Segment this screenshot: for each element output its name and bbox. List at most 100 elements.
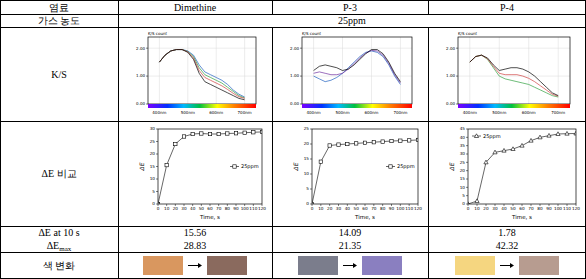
de10-value: 15.56 <box>184 227 207 238</box>
swatch-after <box>519 256 559 275</box>
tick-label: 0 <box>467 206 470 211</box>
tick-label: 0.00 <box>446 101 455 106</box>
series-line <box>159 50 244 100</box>
tick-label: 80 <box>225 206 231 211</box>
gas-value: 25ppm <box>338 15 366 26</box>
row-line <box>0 27 586 28</box>
header-cell: Dimethine <box>174 2 217 13</box>
row-label: ΔE 비교 <box>41 168 76 179</box>
marker <box>319 160 322 163</box>
marker <box>547 133 551 137</box>
swatch-after <box>362 256 402 275</box>
tick-label: 10 <box>460 185 466 190</box>
chart: 0.001.002.00400nm500nm600nm700nmK/S coun… <box>446 31 570 115</box>
grid-line <box>187 37 188 104</box>
marker <box>520 143 524 147</box>
marker <box>556 132 560 136</box>
axis-title: Time, s <box>511 214 532 220</box>
data-group <box>468 131 576 204</box>
axis-title: Time, s <box>199 214 220 220</box>
header-cell: P-3 <box>343 2 357 13</box>
data-group <box>312 138 418 204</box>
plot-frame <box>468 129 576 204</box>
tick-label: 50 <box>510 206 516 211</box>
tick-label: 25 <box>150 139 156 144</box>
marker <box>565 131 569 135</box>
marker <box>217 132 220 135</box>
tick-label: 500nm <box>181 110 195 115</box>
label-sub: max <box>59 245 72 253</box>
tick-label: 1.00 <box>290 73 299 78</box>
series-line <box>470 55 558 97</box>
row-label: 가스 농도 <box>38 15 81 26</box>
axis-title: K/S count <box>458 31 477 36</box>
col-line <box>585 0 586 279</box>
marker <box>174 142 177 145</box>
data-group <box>159 50 244 100</box>
grid-line <box>400 37 401 104</box>
row-line <box>0 14 586 15</box>
data-group <box>158 130 262 204</box>
marker <box>372 141 375 144</box>
tick-label: 30 <box>336 206 342 211</box>
tick-label: 60 <box>362 206 368 211</box>
tick-label: 10 <box>150 176 156 181</box>
tick-label: 400nm <box>307 110 321 115</box>
spectrum-band <box>148 104 256 108</box>
row-label: K/S <box>51 69 67 80</box>
tick-label: 60 <box>519 206 525 211</box>
tick-label: 700nm <box>393 110 407 115</box>
grid-line <box>558 37 559 104</box>
demax-value: 42.32 <box>496 240 519 251</box>
tick-label: 60 <box>207 206 213 211</box>
tick-label: 0.00 <box>136 101 145 106</box>
axis-title: ΔE <box>448 162 455 171</box>
marker <box>243 131 246 134</box>
tick-label: 10 <box>304 171 310 176</box>
chart: 0510152025300102030405060708090100110120… <box>138 126 266 220</box>
tick-label: 600nm <box>522 110 536 115</box>
legend-label: 25ppm <box>241 163 259 170</box>
arrow-head <box>198 263 202 268</box>
chart: 0.001.002.00400nm500nm600nm700nmK/S coun… <box>136 31 256 115</box>
tick-label: 20 <box>483 206 489 211</box>
axis-title: K/S count <box>302 31 321 36</box>
legend-marker <box>474 134 478 138</box>
tick-label: 600nm <box>364 110 378 115</box>
plot-bg <box>458 37 570 104</box>
col-line <box>118 0 119 279</box>
series-line <box>470 55 558 96</box>
axis-title: Time, s <box>354 214 375 220</box>
tick-label: 20 <box>150 151 156 156</box>
plot-frame <box>312 129 418 204</box>
tick-label: 80 <box>537 206 543 211</box>
marker <box>493 150 497 154</box>
marker <box>484 160 488 164</box>
plot-bg <box>312 129 418 204</box>
legend: 25ppm <box>386 163 415 170</box>
plot-bg <box>468 129 576 204</box>
tick-label: 20 <box>173 206 179 211</box>
tick-label: 5 <box>306 186 309 191</box>
series-line <box>314 51 401 85</box>
row-label: 색 변화 <box>43 260 76 271</box>
marker <box>182 135 185 138</box>
series-line <box>159 50 244 99</box>
spectrum-band <box>458 104 570 108</box>
tick-label: 10 <box>164 206 170 211</box>
tick-label: 30 <box>492 206 498 211</box>
tick-label: 10 <box>474 206 480 211</box>
plot-bg <box>148 37 256 104</box>
de10-value: 1.78 <box>498 227 516 238</box>
label-main: ΔE <box>47 240 60 251</box>
tick-label: 1.00 <box>446 73 455 78</box>
tick-label: 40 <box>460 135 466 140</box>
chart: 0.001.002.00400nm500nm600nm700nmK/S coun… <box>290 31 412 115</box>
legend-marker <box>389 165 392 168</box>
tick-label: 70 <box>528 206 534 211</box>
grid-line <box>244 37 245 104</box>
col-line <box>0 0 1 279</box>
marker <box>200 132 203 135</box>
marker <box>208 132 211 135</box>
marker <box>191 132 194 135</box>
